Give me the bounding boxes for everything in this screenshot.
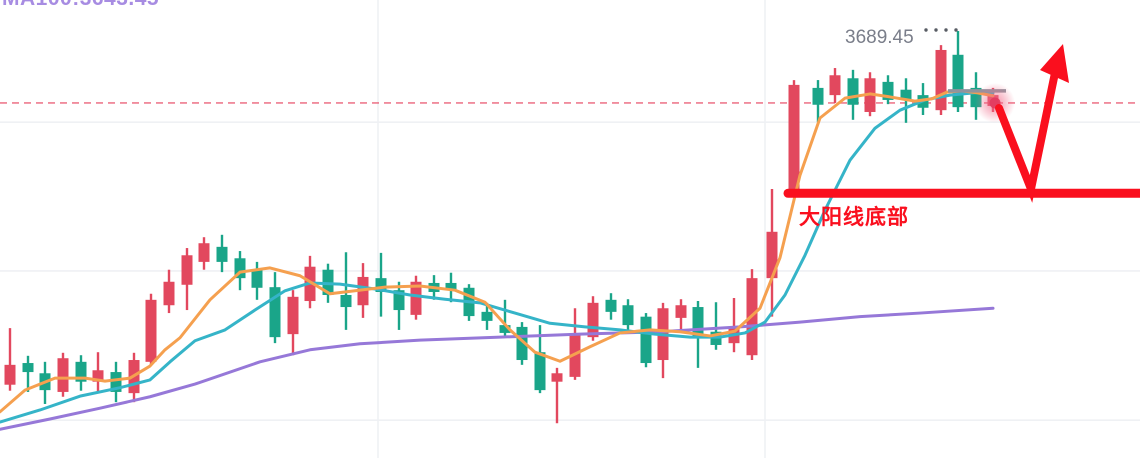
candle-body (788, 84, 800, 193)
candle-body (234, 258, 246, 279)
candle-body (882, 81, 894, 100)
candle-body (534, 352, 546, 391)
candle-body (216, 246, 228, 262)
high-label-dot (944, 28, 948, 32)
candle-body (829, 75, 841, 96)
candle-body (900, 89, 912, 100)
candle-body (935, 49, 947, 111)
candle-body (22, 363, 34, 373)
candle-body (393, 290, 405, 311)
candle-body (163, 281, 175, 306)
candle-body (269, 287, 281, 338)
candle-body (4, 364, 16, 385)
ma-line-MA-mid (0, 91, 995, 424)
candle-body (57, 358, 69, 392)
candle-body (812, 87, 824, 105)
candle-body (847, 78, 859, 105)
candle-body (410, 281, 422, 315)
candle-body (92, 370, 104, 382)
candle-body (766, 231, 778, 279)
candle-body (181, 255, 193, 285)
candle-body (640, 316, 652, 364)
candle-body (675, 305, 687, 318)
candle-body (340, 295, 352, 308)
high-label-dot (924, 28, 928, 32)
candle-body (499, 325, 511, 333)
candle-body (622, 305, 634, 326)
ma-line-MA100 (0, 306, 995, 431)
candle-body (692, 307, 704, 338)
candle-body (516, 326, 528, 361)
high-label-dot (954, 28, 958, 32)
candle-body (110, 372, 122, 392)
candle-body (481, 311, 493, 321)
candle-body (952, 54, 964, 108)
ma-line-MA-fast (0, 89, 995, 414)
candle-body (375, 278, 387, 292)
candle-body (145, 299, 157, 362)
candle-body (569, 334, 581, 377)
candle-body (551, 373, 563, 382)
candle-body (605, 299, 617, 312)
projection-arrow-shaft[interactable] (995, 64, 1060, 203)
candle-body (75, 361, 87, 382)
high-label-dot (934, 28, 938, 32)
candle-body (251, 269, 263, 288)
candle-body (198, 243, 210, 262)
candle-body (287, 296, 299, 335)
candle-body (587, 302, 599, 338)
candle-body (445, 282, 457, 291)
projection-arrow-head (1040, 44, 1069, 83)
